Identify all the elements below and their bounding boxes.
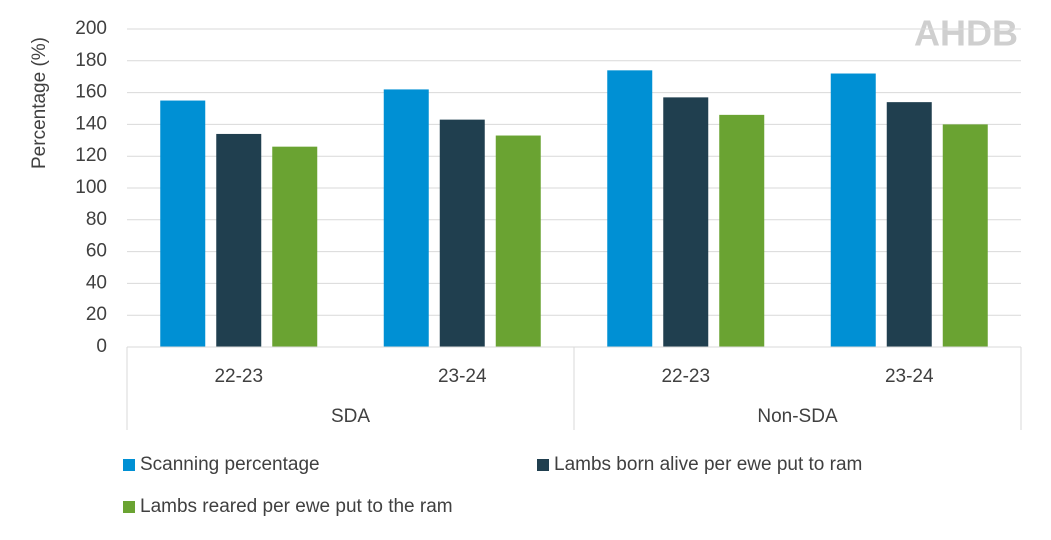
legend-swatch	[123, 501, 135, 513]
y-tick-label: 120	[75, 145, 107, 166]
bar	[942, 124, 988, 348]
y-tick-label: 80	[86, 209, 107, 230]
bar	[216, 133, 262, 347]
y-tick-label: 160	[75, 82, 107, 103]
legend-label: Scanning percentage	[140, 454, 320, 475]
y-tick-label: 140	[75, 113, 107, 134]
bar	[272, 146, 318, 347]
y-tick-label: 200	[75, 18, 107, 39]
bar	[607, 70, 653, 347]
y-tick-label: 0	[96, 336, 107, 357]
x-tick-label: 23-24	[885, 366, 934, 387]
bar	[830, 73, 876, 348]
bar	[383, 89, 429, 348]
bar	[719, 114, 765, 347]
bar	[663, 97, 709, 348]
bar	[160, 100, 206, 347]
group-label: Non-SDA	[757, 406, 838, 427]
y-axis-title: Percentage (%)	[29, 37, 50, 169]
bar	[495, 135, 541, 347]
legend-label: Lambs born alive per ewe put to ram	[554, 454, 862, 475]
y-tick-label: 100	[75, 177, 107, 198]
legend-swatch	[537, 459, 549, 471]
y-tick-label: 180	[75, 50, 107, 71]
legend-label: Lambs reared per ewe put to the ram	[140, 496, 453, 517]
x-tick-label: 22-23	[214, 366, 263, 387]
y-tick-label: 60	[86, 241, 107, 262]
y-tick-label: 20	[86, 304, 107, 325]
x-tick-label: 22-23	[661, 366, 710, 387]
legend-swatch	[123, 459, 135, 471]
bar	[886, 102, 932, 347]
group-label: SDA	[331, 406, 370, 427]
y-tick-label: 40	[86, 272, 107, 293]
bar	[439, 119, 485, 347]
x-tick-label: 23-24	[438, 366, 487, 387]
logo: AHDB	[914, 13, 1018, 54]
